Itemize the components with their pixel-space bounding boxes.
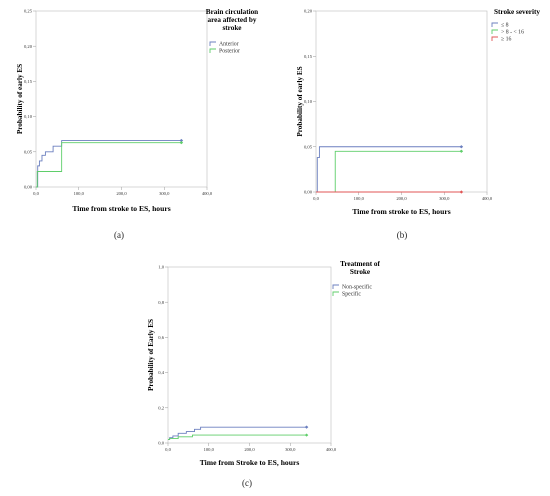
plot-frame xyxy=(167,266,332,444)
y-axis-label: Probability of early ES xyxy=(296,66,304,136)
x-tick-label: 300,0 xyxy=(439,196,450,202)
y-tick-label: 0,10 xyxy=(304,99,313,105)
legend-item-label: Specific xyxy=(342,291,361,298)
censor-marker xyxy=(179,138,184,143)
y-tick-label: 0,20 xyxy=(304,9,313,15)
legend-title-line: Brain circulation xyxy=(206,8,258,16)
y-tick-label: 0,2 xyxy=(158,405,164,411)
legend-swatch xyxy=(332,284,339,289)
series-line-1 xyxy=(36,140,182,188)
y-tick-label: 0,0 xyxy=(158,441,164,447)
x-tick-label: 100,0 xyxy=(74,191,85,197)
chart-b: 0,00 0,05 0,10 0,15 0,20 0,0 100,0 200,0 300,0 40… xyxy=(296,8,540,216)
legend-title-line: area affected by xyxy=(208,16,257,24)
series-line-2 xyxy=(168,434,307,440)
x-tick-label: 0,0 xyxy=(313,196,319,202)
x-axis-label: Time from stroke to ES, hours xyxy=(72,204,170,213)
censor-marker xyxy=(459,149,464,153)
censor-marker xyxy=(459,190,464,194)
censor-marker xyxy=(179,141,184,145)
y-tick-label: 0,15 xyxy=(304,54,313,60)
series-line-1 xyxy=(168,426,307,440)
series-line-1 xyxy=(316,146,462,193)
legend-item-label: Non-specific xyxy=(342,284,372,291)
legend-title-line: stroke xyxy=(222,24,241,32)
y-tick-label: 0,05 xyxy=(304,144,313,150)
legend-swatch xyxy=(491,36,498,41)
x-tick-label: 300,0 xyxy=(159,191,170,197)
legend-title-line: Stroke severity xyxy=(494,8,540,16)
legend-title-line: Stroke xyxy=(350,268,370,276)
x-tick-label: 200,0 xyxy=(116,191,127,197)
legend-swatch xyxy=(209,48,216,53)
y-tick-label: 0,15 xyxy=(24,79,33,85)
y-tick-label: 0,25 xyxy=(24,9,33,15)
legend-item-label: Posterior xyxy=(219,49,240,55)
x-axis-label: Time from stroke to ES, hours xyxy=(352,207,450,216)
x-axis-label: Time from Stroke to ES, hours xyxy=(200,458,300,467)
censor-marker xyxy=(304,425,309,429)
x-tick-label: 400,0 xyxy=(326,447,337,453)
caption-b: (b) xyxy=(396,230,408,240)
x-tick-label: 0,0 xyxy=(33,191,39,197)
y-tick-label: 0,6 xyxy=(158,335,164,341)
x-tick-label: 200,0 xyxy=(396,196,407,202)
caption-c: (c) xyxy=(242,478,252,488)
y-tick-label: 0,4 xyxy=(158,370,164,376)
legend-item-label: ≥ 16 xyxy=(501,37,512,43)
y-tick-label: 0,00 xyxy=(304,190,313,196)
legend-title-line: Treatment of xyxy=(340,260,380,268)
x-tick-label: 100,0 xyxy=(204,447,215,453)
censor-marker xyxy=(459,145,464,149)
x-tick-label: 100,0 xyxy=(354,196,365,202)
legend-swatch xyxy=(491,22,498,27)
x-tick-label: 400,0 xyxy=(482,196,493,202)
chart-c: 0,0 0,2 0,4 0,6 0,8 1,0 0,0 100,0 200,0 300,0 400,… xyxy=(147,260,381,467)
x-tick-label: 300,0 xyxy=(285,447,296,453)
y-tick-label: 0,8 xyxy=(158,300,164,306)
y-axis-label: Probability of early ES xyxy=(16,64,24,134)
x-tick-label: 0,0 xyxy=(165,447,171,453)
legend-swatch xyxy=(209,41,216,46)
x-tick-label: 400,0 xyxy=(202,191,213,197)
legend-swatch xyxy=(491,29,498,34)
chart-panel-b: 0,00 0,05 0,10 0,15 0,20 0,0 100,0 200,0 300,0 40… xyxy=(275,0,550,250)
chart-panel-c: 0,0 0,2 0,4 0,6 0,8 1,0 0,0 100,0 200,0 300,0 400,… xyxy=(135,255,415,496)
chart-panel-a: 0,00 0,05 0,10 0,15 0,20 0,25 0,0 100,0 200,0 300… xyxy=(0,0,275,250)
y-axis-label: Probability of Early ES xyxy=(147,319,155,391)
censor-marker xyxy=(304,433,309,437)
y-tick-label: 1,0 xyxy=(158,265,164,271)
legend-item-label: > 8 - < 16 xyxy=(501,30,524,36)
plot-frame xyxy=(315,10,488,193)
y-tick-label: 0,00 xyxy=(24,185,33,191)
x-tick-label: 200,0 xyxy=(244,447,255,453)
caption-a: (a) xyxy=(114,230,124,240)
series-line-2 xyxy=(36,142,182,188)
y-tick-label: 0,05 xyxy=(24,149,33,155)
legend-item-label: Anterior xyxy=(219,42,239,48)
series-line-2 xyxy=(316,150,462,193)
legend-item-label: ≤ 8 xyxy=(501,23,509,29)
legend-swatch xyxy=(332,291,339,296)
chart-a: 0,00 0,05 0,10 0,15 0,20 0,25 0,0 100,0 200,0 300… xyxy=(16,8,258,213)
y-tick-label: 0,10 xyxy=(24,114,33,120)
y-tick-label: 0,20 xyxy=(24,44,33,50)
